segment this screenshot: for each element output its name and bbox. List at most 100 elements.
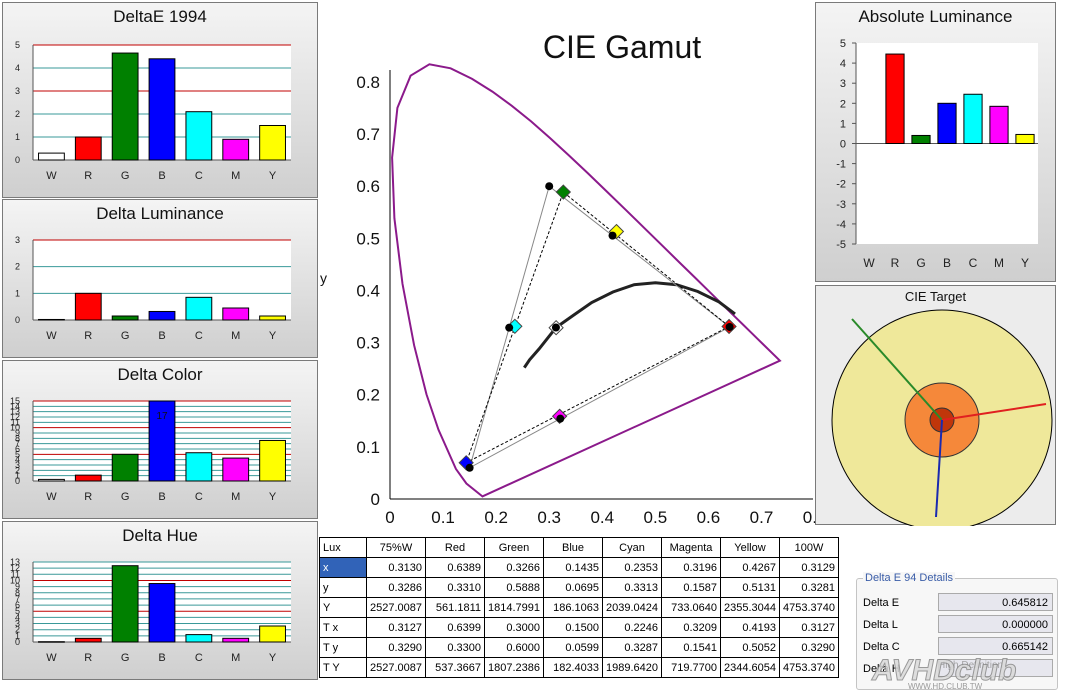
table-cell: 182.4033 <box>543 657 603 678</box>
category-label: B <box>158 491 165 503</box>
y-tick-label: 4 <box>15 63 20 73</box>
table-cell: 0.6000 <box>484 637 544 658</box>
measurement-table: Lux 75%W Red Green Blue Cyan Magenta Yellow 100W… <box>319 537 839 678</box>
bar-y <box>259 125 286 161</box>
category-label: Y <box>269 652 277 664</box>
table-cell: 0.3287 <box>602 637 662 658</box>
y-tick-label: 5 <box>15 449 20 459</box>
y-tick-label: 6 <box>15 600 20 610</box>
y-tick-label: 3 <box>15 235 20 245</box>
table-cell: 0.3313 <box>602 577 662 598</box>
category-label: W <box>46 491 57 503</box>
table-row[interactable]: Y 2527.0087 561.1811 1814.7991 186.1063 2039.… <box>319 597 839 618</box>
target-point-blue <box>465 463 474 472</box>
row-label: Y <box>319 597 367 618</box>
y-tick-label: 12 <box>10 412 20 422</box>
table-row[interactable]: T x 0.3127 0.6399 0.3000 0.1500 0.2246 0.3209 0… <box>319 617 839 638</box>
category-label: W <box>46 652 57 664</box>
bar-m <box>222 307 250 321</box>
table-cell: 0.3209 <box>661 617 721 638</box>
category-label: M <box>231 170 240 182</box>
table-cell: 0.5131 <box>720 577 780 598</box>
target-point-red <box>725 322 734 331</box>
category-label: M <box>231 330 240 342</box>
y-tick-label: 6 <box>15 444 20 454</box>
table-row[interactable]: x 0.3130 0.6389 0.3266 0.1435 0.2353 0.3196 0.4… <box>319 557 839 578</box>
y-tick-label: 3 <box>15 86 20 96</box>
green-vector <box>851 318 943 421</box>
target-point-magenta <box>556 414 565 423</box>
y-tick-label: 13 <box>10 557 20 567</box>
column-header: Red <box>425 537 485 558</box>
bar-r <box>74 637 102 643</box>
y-tick-label: 10 <box>10 423 20 433</box>
y-tick-label: 1 <box>15 631 20 641</box>
y-tick-label: 2 <box>840 98 846 110</box>
table-cell: 719.7700 <box>661 657 721 678</box>
y-tick-label: 7 <box>15 439 20 449</box>
y-tick-label: 0.8 <box>356 73 380 92</box>
category-label: R <box>891 256 900 270</box>
row-label: T y <box>319 637 367 658</box>
table-cell: 0.1500 <box>543 617 603 638</box>
bar-g <box>111 52 139 161</box>
details-value-field[interactable]: 0.665142 <box>938 637 1053 655</box>
x-tick-label: 0.5 <box>644 508 668 527</box>
y-tick-label: 4 <box>15 612 20 622</box>
details-value-field[interactable]: 0.000000 <box>938 615 1053 633</box>
y-tick-label: 0.7 <box>356 125 380 144</box>
bar-w <box>38 478 65 482</box>
red-vector <box>941 403 1047 421</box>
y-tick-label: 0.4 <box>356 281 380 300</box>
table-row[interactable]: y 0.3286 0.3310 0.5888 0.0695 0.3313 0.1587 0.5… <box>319 577 839 598</box>
category-label: Y <box>269 491 277 503</box>
table-cell: 0.4267 <box>720 557 780 578</box>
bar-c <box>185 452 213 482</box>
details-value-field[interactable] <box>938 659 1053 677</box>
x-tick-label: 0 <box>385 508 394 527</box>
category-label: G <box>121 170 130 182</box>
table-row[interactable]: T Y 2527.0087 537.3667 1807.2386 182.4033 198… <box>319 657 839 678</box>
y-tick-label: 0 <box>371 490 380 509</box>
details-row: Delta L 0.000000 <box>863 615 1053 635</box>
table-cell: 0.6399 <box>425 617 485 638</box>
table-cell: 1807.2386 <box>484 657 544 678</box>
delta-color-title: Delta Color <box>117 365 203 384</box>
category-label: R <box>84 170 92 182</box>
category-label: M <box>994 256 1004 270</box>
y-tick-label: 2 <box>15 465 20 475</box>
details-title: Delta E 94 Details <box>863 572 956 584</box>
x-tick-label: 0.2 <box>484 508 508 527</box>
table-row[interactable]: T y 0.3290 0.3300 0.6000 0.0599 0.3287 0.1541 0… <box>319 637 839 658</box>
category-label: G <box>121 652 130 664</box>
table-cell: 0.3000 <box>484 617 544 638</box>
y-tick-label: 2 <box>15 262 20 272</box>
cie-target-panel: CIE Target <box>815 285 1056 526</box>
table-header-row: Lux 75%W Red Green Blue Cyan Magenta Yellow 100W <box>319 537 839 558</box>
table-cell: 0.3281 <box>779 577 839 598</box>
deltae-1994-panel: DeltaE 1994 0 1 2 3 4 5 W R G B C M Y <box>2 2 318 198</box>
table-cell: 186.1063 <box>543 597 603 618</box>
target-point-green <box>545 182 554 191</box>
bar-w <box>38 318 65 321</box>
y-tick-label: 1 <box>840 118 846 130</box>
column-header: Lux <box>319 537 367 558</box>
table-cell: 0.4193 <box>720 617 780 638</box>
delta-hue-panel: Delta Hue 0 1 2 3 4 5 6 7 8 9 10 11 12 13 W R G B C M Y <box>2 521 318 680</box>
blue-vector <box>935 419 943 518</box>
spectral-locus <box>391 63 782 498</box>
y-tick-label: 0 <box>840 139 846 151</box>
plot-area <box>33 240 291 320</box>
bar-b <box>148 58 176 161</box>
details-label: Delta E <box>863 597 900 609</box>
details-row: Delta H <box>863 659 1053 679</box>
details-label: Delta L <box>863 619 898 631</box>
row-label: x <box>319 557 367 578</box>
table-cell: 0.6389 <box>425 557 485 578</box>
bar-b <box>937 102 957 145</box>
y-tick-label: 14 <box>10 401 20 411</box>
y-tick-label: 5 <box>15 606 20 616</box>
table-cell: 0.3130 <box>366 557 426 578</box>
cie-y-axis-label: y <box>320 270 327 286</box>
details-value-field[interactable]: 0.645812 <box>938 593 1053 611</box>
